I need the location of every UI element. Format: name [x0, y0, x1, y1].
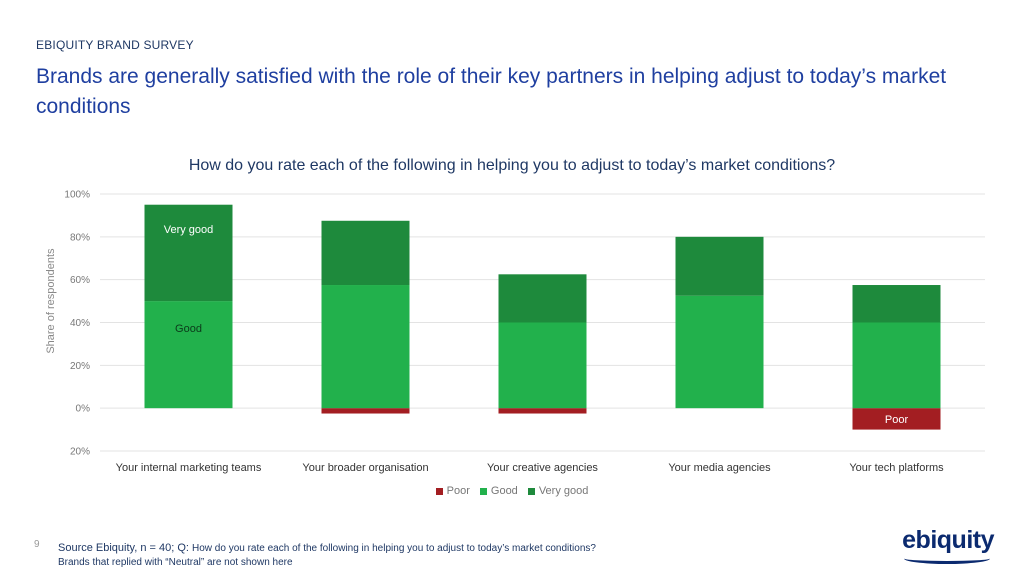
- y-tick-label: 100%: [64, 190, 90, 201]
- bar-good: [321, 285, 410, 409]
- y-tick-label: 20%: [70, 447, 90, 458]
- page-number: 9: [34, 539, 40, 550]
- category-label: Your creative agencies: [487, 462, 598, 474]
- legend-swatch: [435, 487, 443, 495]
- y-tick-label: 80%: [70, 232, 90, 243]
- bar-very-good: [144, 204, 233, 302]
- category-label: Your tech platforms: [849, 462, 944, 474]
- legend-label: Very good: [538, 485, 589, 497]
- legend-swatch: [527, 487, 535, 495]
- y-tick-label: 40%: [70, 318, 90, 329]
- legend-swatch: [479, 487, 487, 495]
- data-label: Poor: [885, 414, 909, 426]
- bar-very-good: [498, 274, 587, 323]
- data-label: Very good: [164, 224, 214, 236]
- y-tick-label: 20%: [70, 361, 90, 372]
- bar-very-good: [852, 285, 941, 323]
- bar-good: [144, 301, 233, 409]
- category-label: Your media agencies: [668, 462, 771, 474]
- bar-good: [852, 322, 941, 409]
- bar-poor: [321, 408, 410, 414]
- legend-item: Poor: [435, 485, 470, 497]
- page-title: Brands are generally satisfied with the …: [36, 65, 947, 118]
- source-question: How do you rate each of the following in…: [192, 543, 596, 554]
- bar-very-good: [321, 220, 410, 286]
- ebiquity-logo: ebiquity: [902, 526, 994, 554]
- bar-poor: [498, 408, 587, 414]
- bar-very-good: [675, 236, 764, 296]
- legend-item: Very good: [527, 485, 589, 497]
- survey-eyebrow: EBIQUITY BRAND SURVEY: [36, 38, 194, 52]
- category-label: Your internal marketing teams: [116, 462, 262, 474]
- legend-item: Good: [479, 485, 518, 497]
- y-axis-label: Share of respondents: [45, 248, 57, 354]
- chart-title: How do you rate each of the following in…: [188, 157, 836, 174]
- legend-label: Good: [490, 485, 518, 497]
- data-label: Good: [175, 323, 202, 335]
- source-lead: Source Ebiquity, n = 40; Q:: [58, 542, 193, 554]
- y-tick-label: 0%: [76, 404, 91, 415]
- source-note: Source Ebiquity, n = 40; Q: How do you r…: [58, 541, 596, 570]
- bar-poor: [852, 408, 941, 430]
- neutral-note: Brands that replied with “Neutral” are n…: [58, 557, 293, 568]
- legend-label: Poor: [446, 485, 470, 497]
- logo-swoosh: [904, 553, 990, 564]
- chart-legend: Poor Good Very good: [0, 485, 1024, 497]
- bar-good: [675, 295, 764, 409]
- bar-good: [498, 322, 587, 409]
- category-label: Your broader organisation: [302, 462, 428, 474]
- y-tick-label: 60%: [70, 275, 90, 286]
